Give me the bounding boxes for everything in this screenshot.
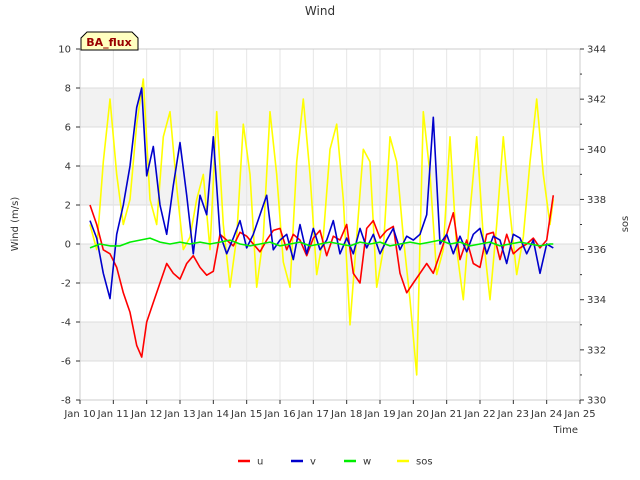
station-badge: BA_flux — [80, 31, 139, 51]
y2-tick-label: 340 — [587, 145, 606, 156]
plot-band — [80, 166, 580, 205]
y-tick-label: 4 — [65, 162, 71, 173]
station-label: BA_flux — [86, 36, 131, 49]
y-tick-label: -6 — [61, 357, 71, 368]
y2-tick-label: 344 — [587, 45, 606, 56]
x-tick-label: Jan 25 — [563, 409, 595, 420]
x-tick-label: Jan 18 — [330, 409, 362, 420]
x-tick-label: Jan 23 — [497, 409, 529, 420]
x-tick-label: Jan 22 — [463, 409, 495, 420]
y-tick-label: 0 — [65, 240, 71, 251]
series-line-v — [89, 87, 554, 300]
y-tick-label: 10 — [58, 45, 71, 56]
x-tick-label: Jan 15 — [230, 409, 262, 420]
legend-label-u: u — [257, 457, 263, 468]
chart-title: Wind — [305, 4, 335, 18]
x-axis-label: Time — [553, 425, 578, 436]
y-tick-label: -2 — [61, 279, 71, 290]
y2-tick-label: 336 — [587, 245, 606, 256]
y-tick-label: 8 — [65, 84, 71, 95]
x-tick-label: Jan 20 — [397, 409, 429, 420]
y2-tick-label: 342 — [587, 95, 606, 106]
y-tick-labels: -8 -6 -4 -2 0 2 4 6 8 10 — [58, 45, 80, 407]
y-axis-label: Wind (m/s) — [10, 197, 21, 252]
y-tick-label: 2 — [65, 201, 71, 212]
y2-tick-label: 338 — [587, 195, 606, 206]
y-tick-label: 6 — [65, 123, 71, 134]
series-line-u — [89, 195, 555, 358]
series-line-w — [89, 237, 554, 249]
legend: u v w sos — [238, 457, 433, 468]
y-tick-label: -4 — [61, 318, 71, 329]
y2-tick-label: 330 — [587, 396, 606, 407]
y2-tick-label: 334 — [587, 295, 606, 306]
x-tick-label: Jan 14 — [197, 409, 229, 420]
y2-tick-label: 332 — [587, 345, 606, 356]
legend-label-v: v — [310, 457, 316, 468]
plot-band — [80, 322, 580, 361]
plot-band — [80, 244, 580, 283]
legend-label-w: w — [363, 457, 371, 468]
x-tick-labels: Jan 10 Jan 11 Jan 12 Jan 13 Jan 14 Jan 15 Jan … — [63, 400, 596, 420]
x-tick-label: Jan 11 — [97, 409, 129, 420]
x-tick-label: Jan 10 — [63, 409, 95, 420]
series-layer — [89, 78, 555, 376]
x-tick-label: Jan 13 — [163, 409, 195, 420]
y2-tick-labels: 330 332 334 336 338 340 342 344 — [580, 45, 606, 407]
x-tick-label: Jan 19 — [363, 409, 395, 420]
x-tick-label: Jan 21 — [430, 409, 462, 420]
x-tick-label: Jan 12 — [130, 409, 162, 420]
legend-label-sos: sos — [416, 457, 433, 468]
x-tick-label: Jan 24 — [530, 409, 562, 420]
plot-background — [80, 49, 580, 400]
plot-band — [80, 88, 580, 127]
series-line-sos — [89, 78, 555, 376]
x-tick-label: Jan 17 — [297, 409, 329, 420]
y-tick-label: -8 — [61, 396, 71, 407]
y2-axis-label: sos — [620, 216, 631, 233]
x-tick-label: Jan 16 — [263, 409, 295, 420]
